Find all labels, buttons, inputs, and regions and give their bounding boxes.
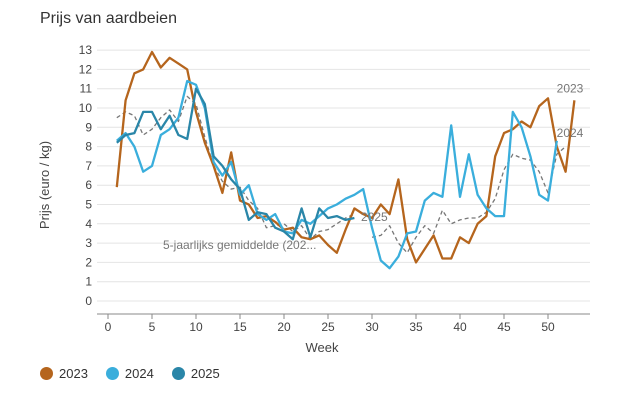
y-tick-label: 2 bbox=[85, 255, 92, 269]
x-tick-label: 15 bbox=[233, 320, 247, 334]
series-line-2025 bbox=[116, 87, 355, 241]
series-label: 2024 bbox=[557, 126, 584, 140]
y-tick-label: 11 bbox=[80, 82, 93, 96]
legend-label: 2024 bbox=[124, 366, 154, 381]
x-tick-label: 20 bbox=[277, 320, 291, 334]
y-tick-label: 5 bbox=[85, 198, 92, 212]
series-line-5-jaarlijks-gemiddelde bbox=[116, 95, 567, 254]
y-axis-label: Prijs (euro / kg) bbox=[37, 141, 52, 229]
chart-title: Prijs van aardbeien bbox=[40, 10, 177, 27]
legend-swatch bbox=[40, 367, 53, 380]
x-tick-label: 40 bbox=[453, 320, 467, 334]
legend-label: 2025 bbox=[190, 366, 220, 381]
y-tick-label: 8 bbox=[85, 140, 92, 154]
x-axis-label: Week bbox=[306, 340, 339, 355]
legend-swatch bbox=[171, 367, 185, 380]
series-line-2024 bbox=[116, 79, 558, 270]
x-tick-label: 50 bbox=[541, 320, 555, 334]
y-tick-label: 13 bbox=[79, 43, 93, 57]
x-tick-label: 30 bbox=[365, 320, 379, 334]
y-tick-label: 1 bbox=[85, 275, 92, 289]
y-tick-label: 3 bbox=[85, 236, 92, 250]
y-tick-label: 12 bbox=[79, 62, 93, 76]
y-tick-label: 6 bbox=[85, 178, 92, 192]
y-tick-label: 0 bbox=[85, 294, 92, 308]
x-tick-label: 0 bbox=[105, 320, 112, 334]
y-tick-label: 7 bbox=[85, 159, 92, 173]
legend-swatch bbox=[105, 367, 119, 380]
x-tick-label: 25 bbox=[321, 320, 335, 334]
legend-item-2025[interactable]: 2025 bbox=[171, 366, 220, 381]
y-tick-label: 10 bbox=[79, 101, 93, 115]
x-tick-label: 5 bbox=[149, 320, 156, 334]
legend-item-2023[interactable]: 2023 bbox=[40, 366, 88, 381]
legend: 2023 2024 2025 bbox=[40, 366, 220, 381]
x-tick-label: 10 bbox=[189, 320, 203, 334]
y-tick-label: 4 bbox=[85, 217, 92, 231]
legend-label: 2023 bbox=[59, 366, 88, 381]
legend-item-2024[interactable]: 2024 bbox=[105, 366, 154, 381]
series-label: 5-jaarlijks gemiddelde (202... bbox=[163, 238, 316, 252]
series-label: 2025 bbox=[361, 210, 388, 224]
x-tick-label: 35 bbox=[409, 320, 423, 334]
x-tick-label: 45 bbox=[497, 320, 511, 334]
series-line-2023 bbox=[115, 50, 576, 264]
series-label: 2023 bbox=[557, 81, 584, 95]
y-tick-label: 9 bbox=[85, 120, 92, 134]
